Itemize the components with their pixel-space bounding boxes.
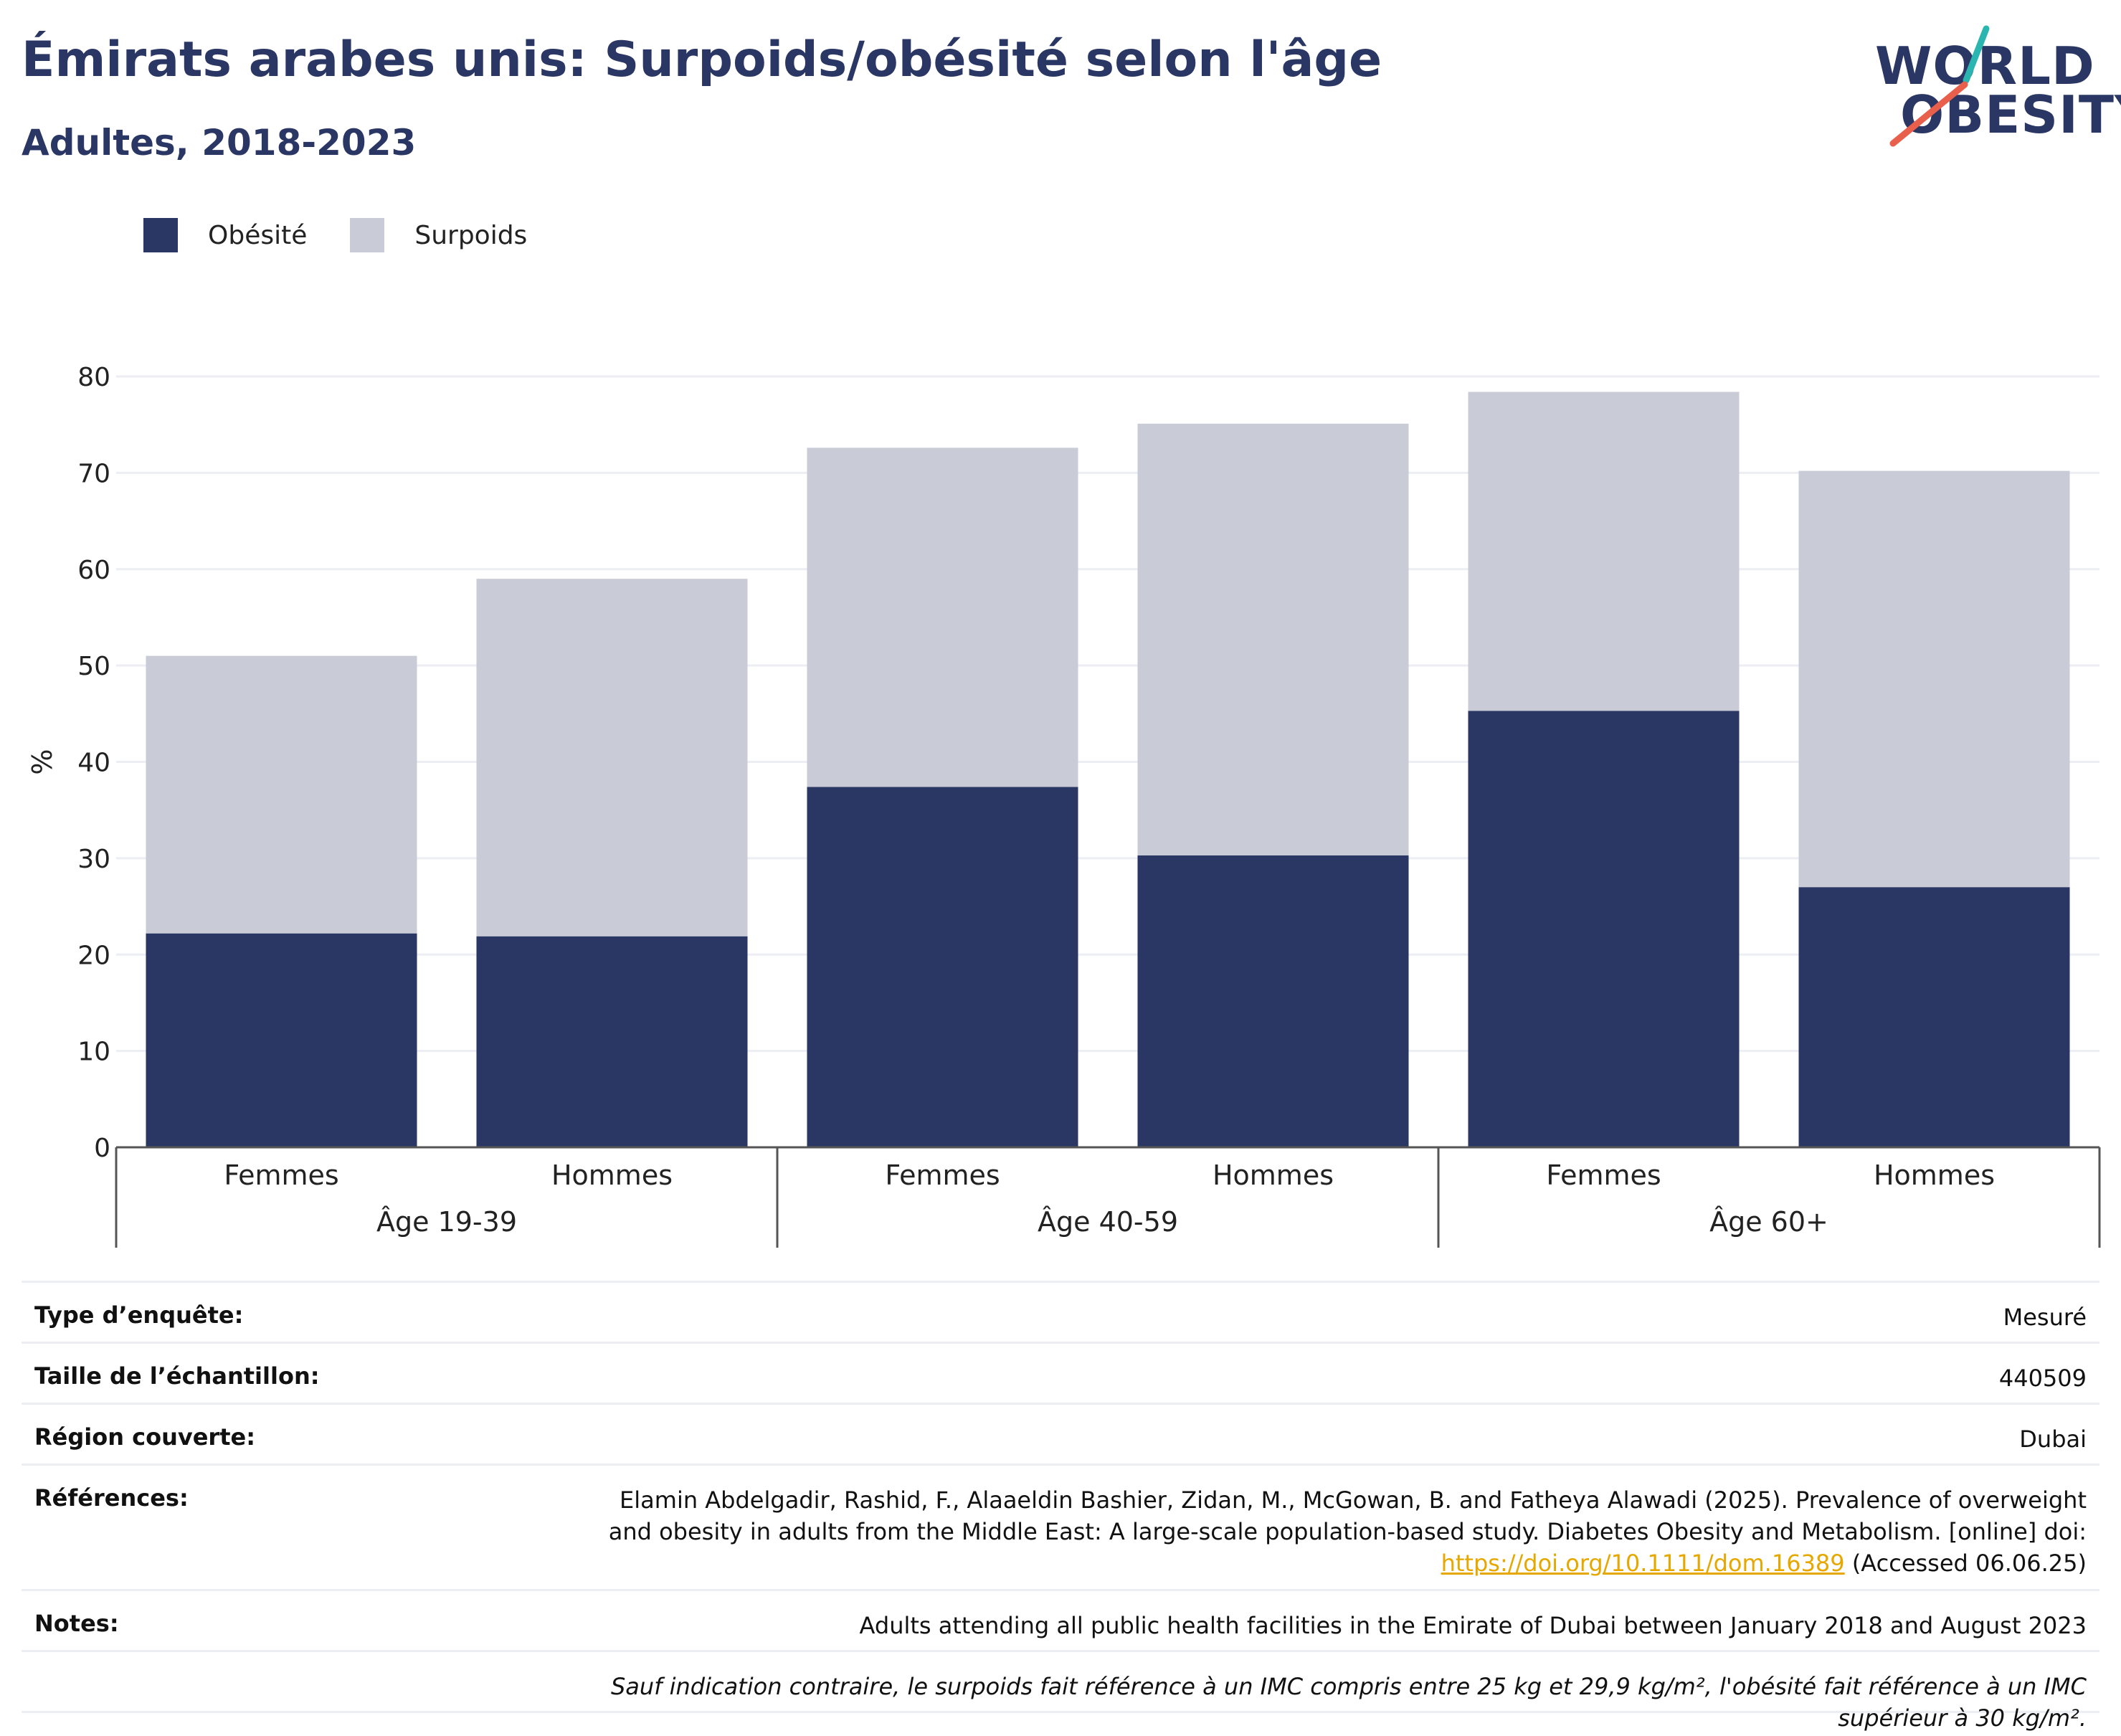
- sample-size-value: 440509: [1998, 1365, 2087, 1392]
- x-category-label: Hommes: [1213, 1159, 1334, 1191]
- survey-type-label: Type d’enquête:: [34, 1301, 244, 1329]
- y-tick-label: 40: [77, 749, 110, 778]
- logo-line-world: WORLD: [1875, 36, 2095, 96]
- bar-obesity: [1798, 887, 2070, 1147]
- legend-item-overweight: Surpoids: [350, 218, 527, 252]
- y-tick-label: 0: [94, 1134, 110, 1163]
- bar-overweight: [1137, 423, 1409, 855]
- y-tick-label: 20: [77, 941, 110, 970]
- logo-line-obesity: OBESITY: [1900, 85, 2121, 145]
- chart-subtitle: Adultes, 2018-2023: [22, 122, 417, 163]
- references-text: Elamin Abdelgadir, Rashid, F., Alaaeldin…: [608, 1486, 2087, 1545]
- region-label: Région couverte:: [34, 1423, 255, 1451]
- y-tick-label: 80: [77, 363, 110, 392]
- x-category-label: Femmes: [885, 1159, 1000, 1191]
- x-category-label: Hommes: [1874, 1159, 1995, 1191]
- sample-size-label: Taille de l’échantillon:: [34, 1362, 320, 1390]
- chart-legend: Obésité Surpoids: [143, 214, 570, 257]
- x-category-label: Femmes: [1546, 1159, 1661, 1191]
- references-value: Elamin Abdelgadir, Rashid, F., Alaaeldin…: [581, 1484, 2087, 1589]
- world-obesity-logo: WORLD OBESITY: [1871, 22, 2121, 151]
- y-tick-label: 30: [77, 845, 110, 874]
- bar-overweight: [1798, 470, 2070, 888]
- legend-swatch-overweight: [350, 218, 385, 252]
- x-category-label: Femmes: [224, 1159, 338, 1191]
- region-value: Dubai: [2019, 1426, 2087, 1453]
- references-doi-link[interactable]: https://doi.org/10.1111/dom.16389: [1441, 1550, 1845, 1577]
- bar-obesity: [807, 787, 1078, 1147]
- x-group-label: Âge 40-59: [1038, 1206, 1178, 1238]
- bar-overweight: [146, 655, 417, 934]
- survey-type-value: Mesuré: [2003, 1304, 2087, 1331]
- legend-label-obesity: Obésité: [208, 220, 308, 250]
- bar-overweight: [1468, 392, 1740, 711]
- references-accessed: (Accessed 06.06.25): [1844, 1550, 2087, 1577]
- x-group-label: Âge 19-39: [376, 1206, 517, 1238]
- stacked-bar-chart: 0 10 20 30 40 50 60 70 80% Femmes Hommes Âge 19-39 F…: [27, 363, 2101, 1248]
- info-row-sample-size: Taille de l’échantillon: 440509: [22, 1342, 2099, 1403]
- y-tick-label: 50: [77, 652, 110, 681]
- y-tick-label: 60: [77, 556, 110, 585]
- legend-swatch-obesity: [143, 218, 178, 252]
- y-axis-label: %: [27, 749, 58, 774]
- chart-title: Émirats arabes unis: Surpoids/obésité se…: [22, 32, 1382, 88]
- bar-obesity: [476, 936, 748, 1147]
- x-category-label: Hommes: [551, 1159, 673, 1191]
- bar-overweight: [807, 447, 1078, 787]
- info-row-survey-type: Type d’enquête: Mesuré: [22, 1281, 2099, 1342]
- y-tick-label: 10: [77, 1038, 110, 1067]
- bar-obesity: [1468, 711, 1740, 1147]
- legend-label-overweight: Surpoids: [414, 220, 528, 250]
- y-tick-label: 70: [77, 459, 110, 488]
- bar-obesity: [146, 933, 417, 1147]
- x-group-label: Âge 60+: [1709, 1206, 1828, 1238]
- info-row-footnote: Sauf indication contraire, le surpoids f…: [22, 1650, 2099, 1732]
- info-row-notes: Notes: Adults attending all public healt…: [22, 1589, 2099, 1650]
- notes-value: Adults attending all public health facil…: [859, 1612, 2087, 1639]
- legend-item-obesity: Obésité: [143, 218, 307, 252]
- bmi-definition-footnote: Sauf indication contraire, le surpoids f…: [610, 1673, 2087, 1732]
- bar-overweight: [476, 579, 748, 936]
- references-label: Références:: [34, 1484, 189, 1512]
- bar-obesity: [1137, 855, 1409, 1147]
- info-row-region: Région couverte: Dubai: [22, 1403, 2099, 1464]
- logo-slash-icon: [1889, 25, 1990, 147]
- notes-label: Notes:: [34, 1610, 119, 1637]
- info-row-references: Références: Elamin Abdelgadir, Rashid, F…: [22, 1464, 2099, 1589]
- survey-info-table: Type d’enquête: Mesuré Taille de l’échan…: [22, 1281, 2099, 1732]
